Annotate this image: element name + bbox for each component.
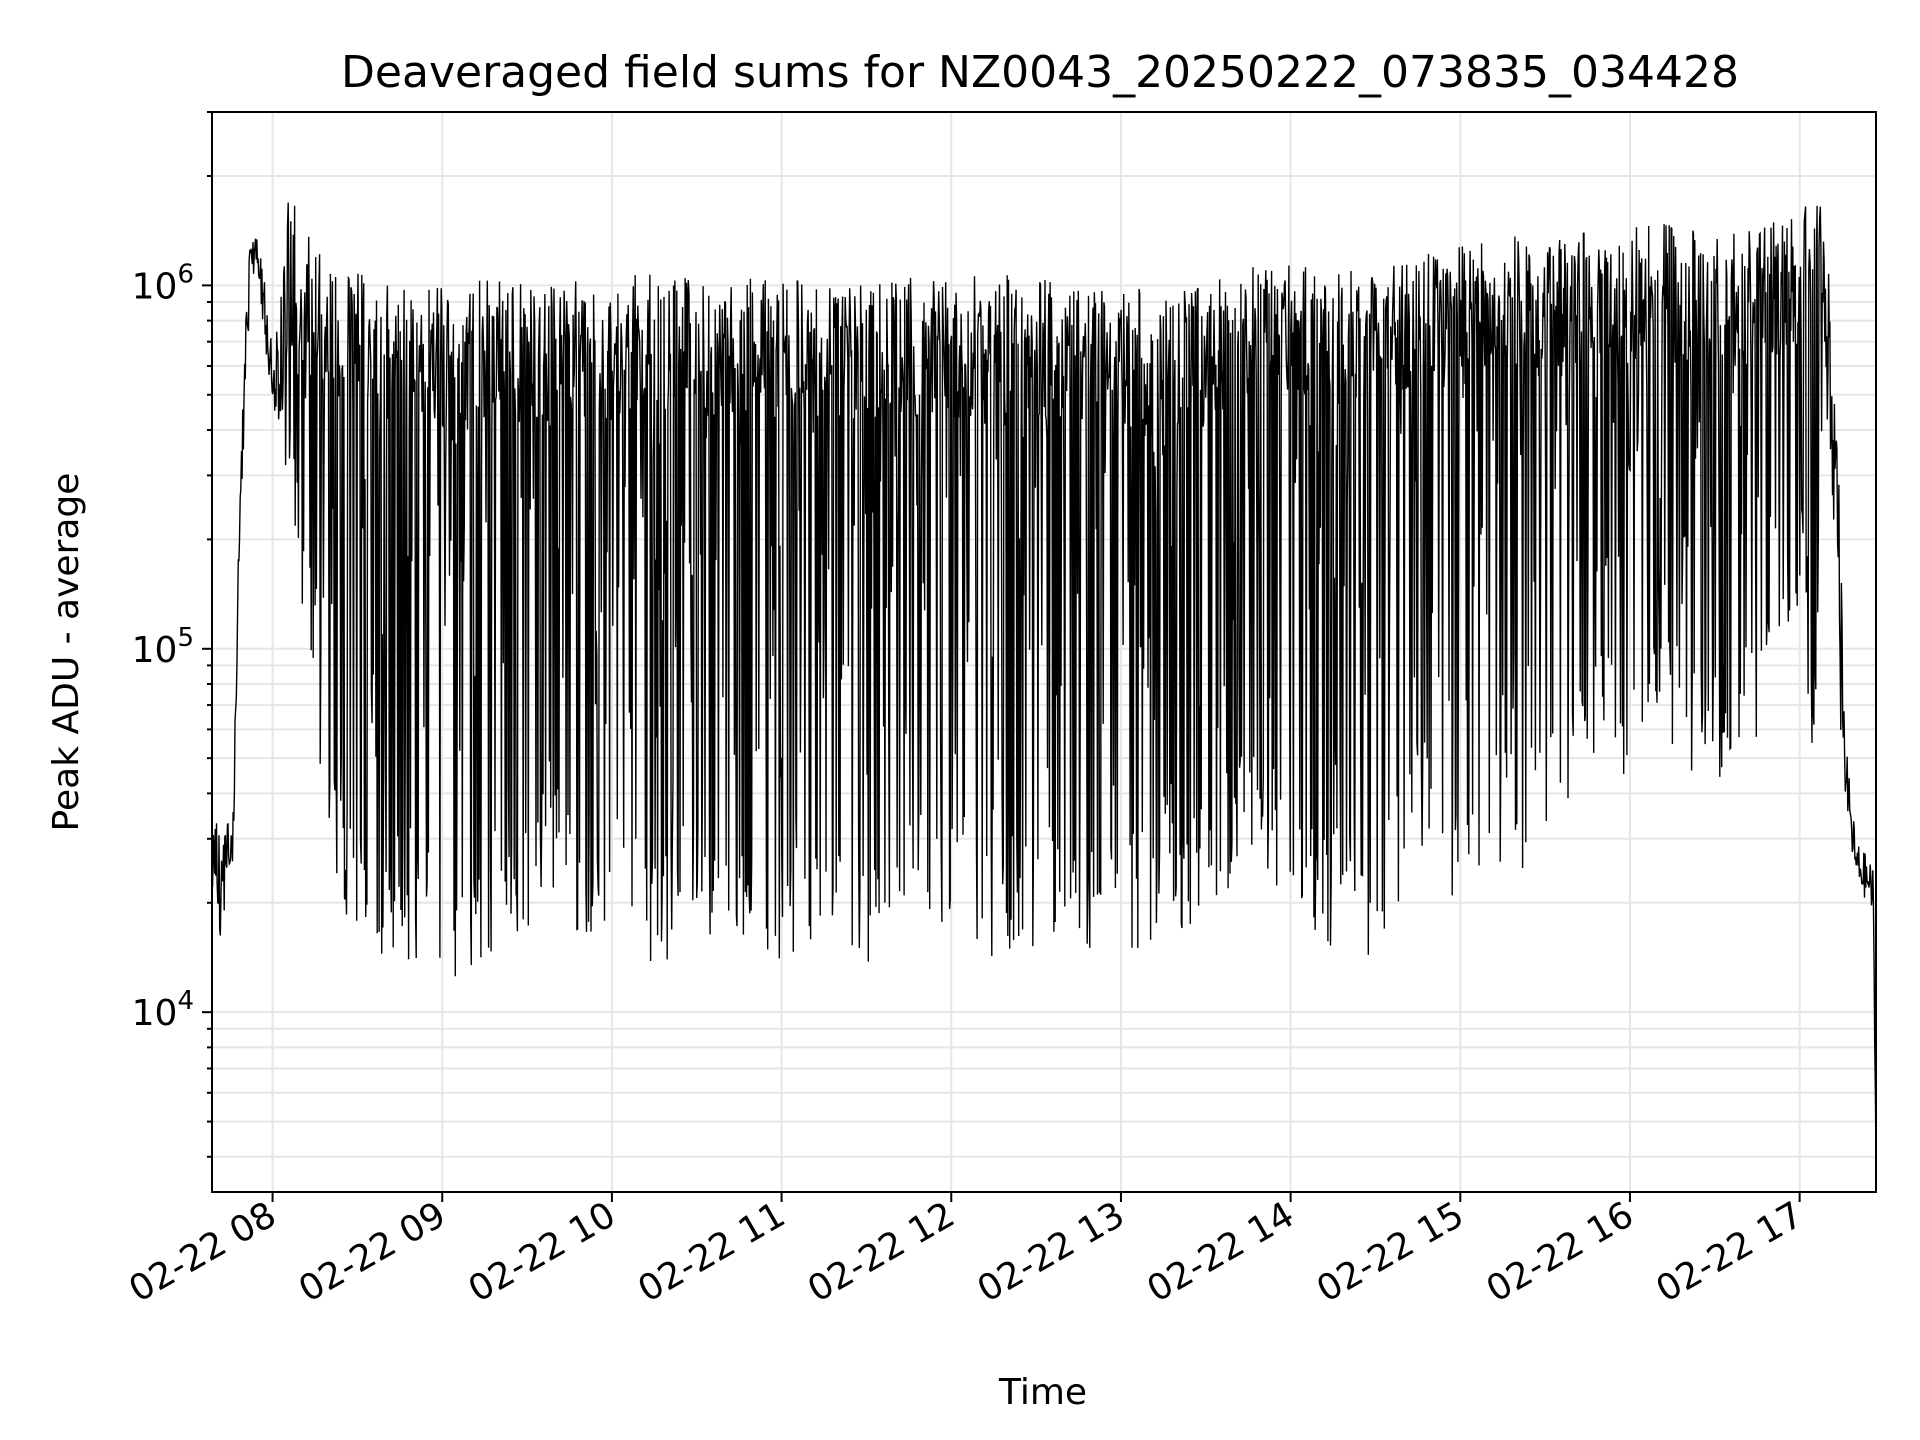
x-tick-label: 02-22 10 bbox=[462, 1194, 623, 1310]
x-tick-label: 02-22 15 bbox=[1310, 1194, 1471, 1310]
x-tick-label: 02-22 09 bbox=[292, 1194, 453, 1310]
x-tick-label: 02-22 12 bbox=[801, 1194, 962, 1310]
x-axis: 02-22 08 02-22 09 02-22 10 02-22 11 02-22 12… bbox=[122, 1192, 1810, 1311]
series-area bbox=[211, 202, 1877, 1157]
x-tick-label: 02-22 14 bbox=[1140, 1194, 1301, 1310]
y-tick-label: 105 bbox=[132, 623, 194, 671]
series-line bbox=[211, 202, 1877, 1157]
x-axis-label: Time bbox=[998, 1372, 1087, 1413]
x-tick-label: 02-22 16 bbox=[1480, 1194, 1641, 1310]
x-tick-label: 02-22 13 bbox=[971, 1194, 1132, 1310]
chart-title: Deaveraged field sums for NZ0043_2025022… bbox=[341, 47, 1739, 98]
y-axis: 104 105 106 bbox=[132, 111, 212, 1158]
plot-frame bbox=[211, 111, 1877, 1193]
y-axis-label: Peak ADU - average bbox=[46, 473, 87, 832]
y-tick-label: 106 bbox=[132, 259, 194, 307]
y-tick-label: 104 bbox=[132, 986, 194, 1034]
x-tick-label: 02-22 08 bbox=[122, 1194, 283, 1310]
x-tick-label: 02-22 11 bbox=[631, 1194, 792, 1310]
x-tick-label: 02-22 17 bbox=[1649, 1194, 1810, 1310]
